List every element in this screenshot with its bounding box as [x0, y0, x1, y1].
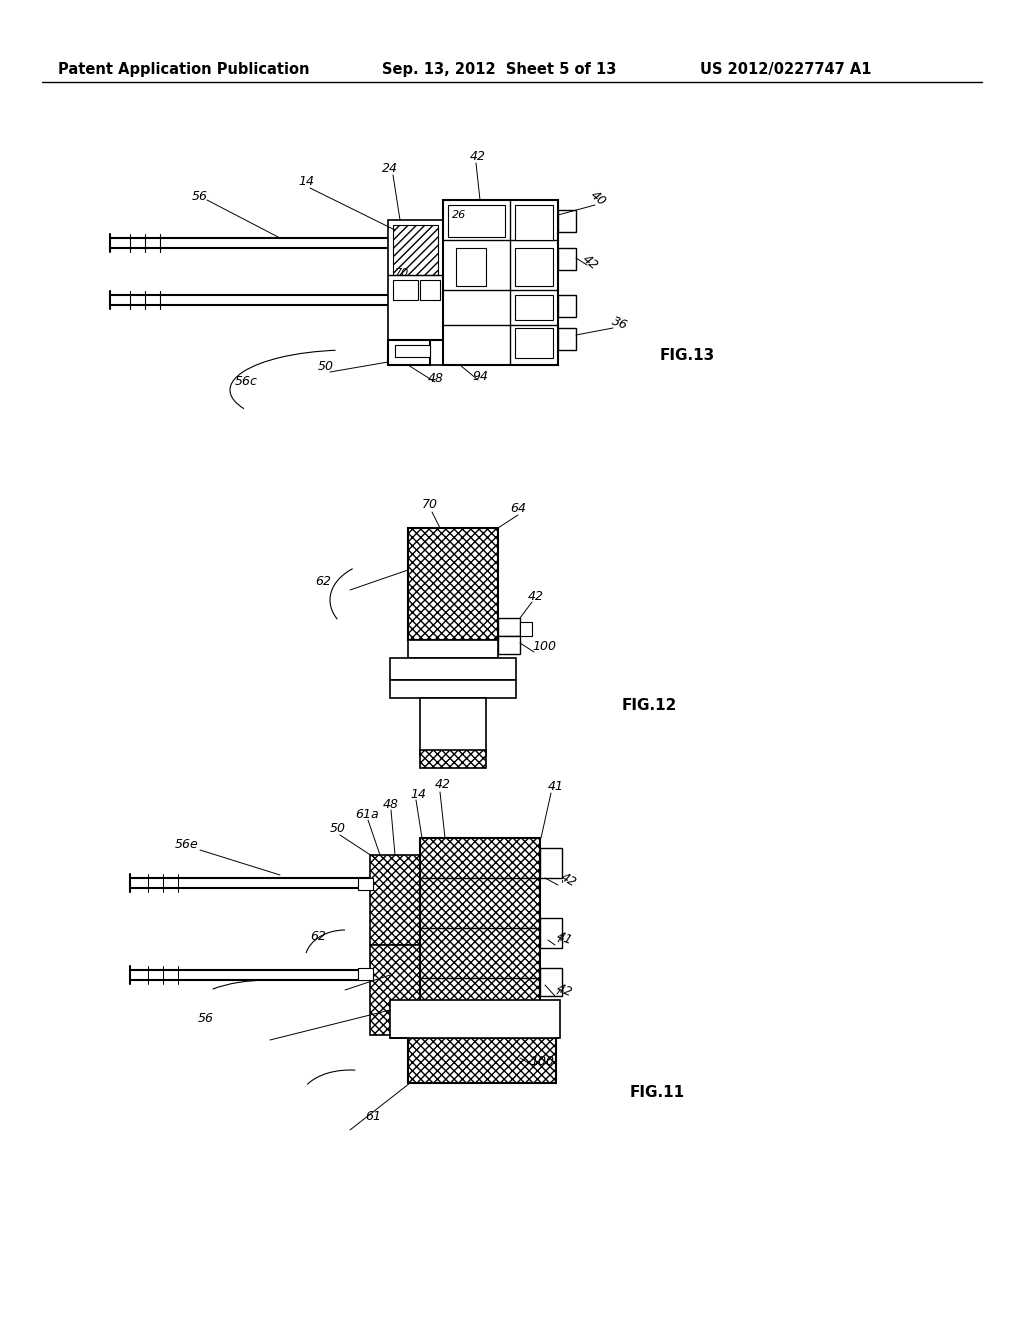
- Text: 42: 42: [558, 870, 579, 890]
- Bar: [456, 248, 486, 286]
- Bar: [515, 294, 553, 319]
- Bar: [540, 917, 562, 948]
- Text: 42: 42: [528, 590, 544, 603]
- Text: 40: 40: [588, 187, 608, 209]
- Bar: [390, 657, 516, 680]
- Bar: [558, 294, 575, 317]
- Bar: [515, 205, 553, 240]
- Text: 50: 50: [318, 360, 334, 374]
- Text: 56e: 56e: [175, 838, 199, 851]
- Bar: [408, 1038, 556, 1082]
- Bar: [358, 878, 373, 890]
- Text: 50: 50: [330, 822, 346, 836]
- Text: 62: 62: [310, 931, 326, 942]
- Bar: [420, 750, 486, 768]
- Bar: [540, 968, 562, 997]
- Bar: [420, 280, 440, 300]
- Bar: [390, 1001, 560, 1038]
- Bar: [540, 847, 562, 878]
- Bar: [393, 280, 418, 300]
- Text: 70: 70: [422, 498, 438, 511]
- Text: 42: 42: [580, 252, 601, 272]
- Bar: [498, 636, 520, 653]
- Text: 48: 48: [428, 372, 444, 385]
- Bar: [408, 528, 498, 640]
- Text: 61: 61: [365, 1110, 381, 1123]
- Text: 48: 48: [383, 799, 399, 810]
- Bar: [388, 220, 443, 366]
- Text: 56c: 56c: [234, 375, 258, 388]
- Bar: [515, 248, 553, 286]
- Bar: [408, 640, 498, 657]
- Text: 42: 42: [555, 982, 574, 999]
- Text: FIG.12: FIG.12: [622, 698, 677, 713]
- Bar: [443, 201, 558, 366]
- Text: 62: 62: [315, 576, 331, 587]
- Text: 26: 26: [452, 210, 466, 220]
- Text: 24: 24: [382, 162, 398, 176]
- Bar: [520, 622, 532, 636]
- Text: 56: 56: [193, 190, 208, 203]
- Text: FIG.11: FIG.11: [630, 1085, 685, 1100]
- Bar: [498, 618, 520, 636]
- Bar: [370, 945, 420, 1035]
- Bar: [370, 855, 420, 945]
- Text: 41: 41: [548, 780, 564, 793]
- Bar: [558, 210, 575, 232]
- Text: 41: 41: [555, 931, 574, 948]
- Text: FIG.13: FIG.13: [660, 348, 715, 363]
- Text: 36: 36: [610, 315, 630, 333]
- Text: Patent Application Publication: Patent Application Publication: [58, 62, 309, 77]
- Text: 61a: 61a: [355, 808, 379, 821]
- Text: 56: 56: [198, 1012, 214, 1026]
- Text: 100: 100: [532, 640, 556, 653]
- Text: 42: 42: [435, 777, 451, 791]
- Text: 64: 64: [510, 502, 526, 515]
- Text: 42: 42: [470, 150, 486, 162]
- Bar: [558, 327, 575, 350]
- Bar: [558, 248, 575, 271]
- Text: 70: 70: [395, 268, 410, 279]
- Text: US 2012/0227747 A1: US 2012/0227747 A1: [700, 62, 871, 77]
- Bar: [420, 838, 540, 1038]
- Bar: [358, 968, 373, 979]
- Text: 94: 94: [472, 370, 488, 383]
- Bar: [449, 205, 505, 238]
- Bar: [390, 680, 516, 698]
- Text: Sep. 13, 2012  Sheet 5 of 13: Sep. 13, 2012 Sheet 5 of 13: [382, 62, 616, 77]
- Text: 100: 100: [530, 1055, 554, 1068]
- Bar: [515, 327, 553, 358]
- Bar: [420, 698, 486, 756]
- Text: 14: 14: [410, 788, 426, 801]
- Text: 14: 14: [298, 176, 314, 187]
- Bar: [393, 224, 438, 275]
- Bar: [395, 345, 430, 356]
